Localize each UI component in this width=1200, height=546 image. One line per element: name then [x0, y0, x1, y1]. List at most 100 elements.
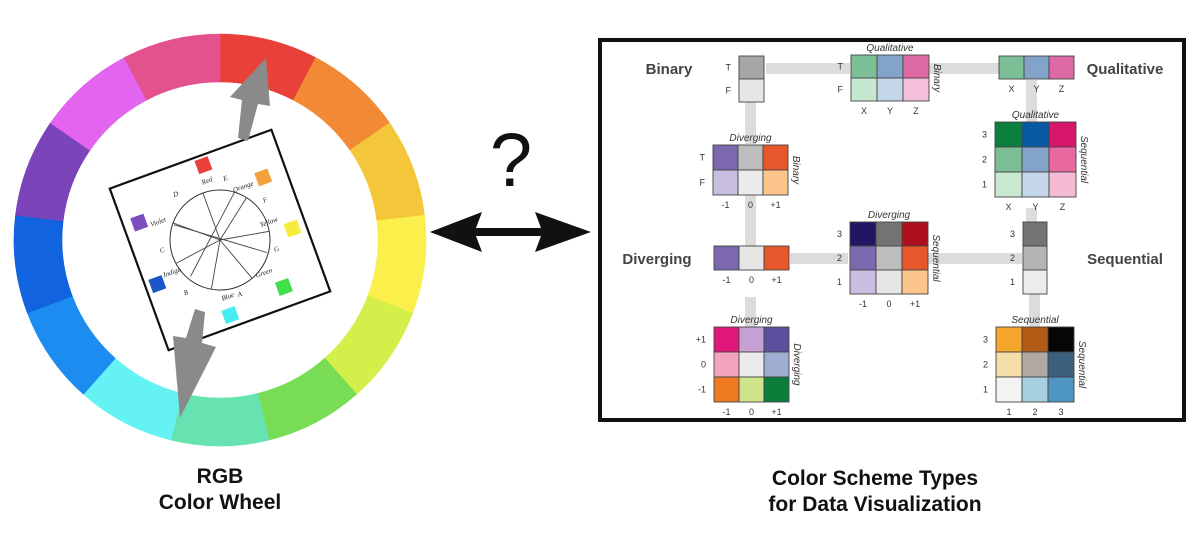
diverging-cell [713, 245, 740, 271]
qual_binary-cell [902, 77, 930, 102]
qual_binary-cell [902, 54, 930, 79]
connector [1026, 208, 1037, 222]
qual_sequential-cell [1048, 171, 1077, 198]
qual_sequential-col-label: Z [1060, 202, 1066, 212]
div_diverging-cell [738, 376, 765, 403]
div_sequential-cell [875, 221, 903, 247]
newton-spoke [202, 192, 221, 241]
wheel-arrows [173, 58, 270, 418]
div_diverging-col-label: +1 [771, 407, 781, 417]
div_sequential-side-label: Sequential [930, 234, 941, 282]
newton-spoke [175, 239, 221, 264]
div_diverging-cell [738, 351, 765, 378]
div_binary-cell [737, 144, 764, 171]
seq_sequential-row-label: 2 [983, 360, 988, 370]
sequential-cell [1022, 269, 1048, 295]
div_sequential-cell [875, 269, 903, 295]
qual_binary-cell [850, 77, 878, 102]
sequential-cell [1022, 245, 1048, 271]
right-caption-line1: Color Scheme Types [771, 467, 979, 490]
qual_sequential-cell [1021, 121, 1050, 148]
div_sequential-cell [849, 269, 877, 295]
binary-cell [738, 55, 765, 80]
qual_binary-cell [850, 54, 878, 79]
qual_binary-cell [876, 54, 904, 79]
binary-row-label: F [726, 86, 732, 96]
connector [1029, 294, 1040, 327]
connector [790, 253, 848, 264]
div_binary-col-label: 0 [748, 200, 753, 210]
qualitative-cell [1048, 55, 1075, 80]
div_binary-top-label: Diverging [729, 133, 772, 144]
qual_sequential-cell [1048, 121, 1077, 148]
seq_sequential-top-label: Sequential [1011, 315, 1059, 326]
newton-swatches [130, 156, 302, 324]
title-binary: Binary [646, 61, 693, 78]
qualitative-cell [998, 55, 1025, 80]
qual_sequential-col-label: X [1005, 202, 1011, 212]
div_sequential-top-label: Diverging [868, 210, 911, 221]
seq_sequential-cell [1021, 376, 1049, 403]
diverging-col-label: -1 [722, 275, 730, 285]
qualitative-col-label: Z [1059, 84, 1065, 94]
div_binary-side-label: Binary [790, 156, 801, 185]
seq_sequential-col-label: 1 [1006, 407, 1011, 417]
qual_sequential-cell [994, 171, 1023, 198]
newton-label: D [171, 190, 179, 200]
title-sequential: Sequential [1087, 251, 1163, 268]
qual_sequential-row-label: 1 [982, 180, 987, 190]
diverging-col-label: 0 [749, 275, 754, 285]
qual_sequential-cell [1048, 146, 1077, 173]
qual_sequential-top-label: Qualitative [1012, 110, 1060, 121]
question-mark: ? [490, 118, 532, 203]
seq_sequential-cell [995, 351, 1023, 378]
qual_sequential-cell [994, 121, 1023, 148]
binary-row-label: T [726, 63, 732, 73]
newton-label: Blue [220, 291, 235, 303]
newton-label: F [261, 195, 269, 205]
div_binary-col-label: +1 [770, 200, 780, 210]
qualitative-col-label: Y [1033, 84, 1039, 94]
newton-chord [173, 224, 268, 254]
newton-spoke [219, 197, 247, 241]
double-arrow-icon [430, 212, 591, 252]
qual_sequential-cell [994, 146, 1023, 173]
div_sequential-cell [849, 245, 877, 271]
newton-spoke [219, 230, 270, 241]
seq_sequential-cell [995, 376, 1023, 403]
newton-label: E [221, 174, 229, 184]
right-caption-line2: for Data Visualization [768, 493, 982, 517]
newton-color-diagram: Red OrangeYellowGreenBlueIndigoVioletDEFG… [108, 128, 332, 352]
div_binary-cell [712, 169, 739, 196]
left-caption-line2: Color Wheel [158, 491, 282, 515]
diverging-cell [738, 245, 765, 271]
connector [766, 63, 850, 74]
connector [745, 297, 756, 327]
seq_sequential-cell [1047, 376, 1075, 403]
binary-cell [738, 78, 765, 103]
seq_sequential-cell [1021, 326, 1049, 353]
div_diverging-row-label: +1 [696, 335, 706, 345]
seq_sequential-cell [1021, 351, 1049, 378]
div_diverging-cell [763, 376, 790, 403]
gray-arrow-up [230, 58, 270, 141]
left-caption-line1: RGB [196, 465, 244, 488]
seq_sequential-col-label: 2 [1032, 407, 1037, 417]
div_diverging-cell [763, 326, 790, 353]
newton-swatch [221, 306, 240, 324]
qual_sequential-col-label: Y [1032, 202, 1038, 212]
connector [928, 63, 1000, 74]
newton-circle [169, 189, 271, 291]
sequential-cell [1022, 221, 1048, 247]
div_binary-row-label: T [700, 153, 706, 163]
qual_sequential-side-label: Sequential [1078, 136, 1089, 184]
seq_sequential-cell [1047, 326, 1075, 353]
seq_sequential-row-label: 1 [983, 385, 988, 395]
div_diverging-cell [738, 326, 765, 353]
div_binary-cell [762, 144, 789, 171]
left-caption: RGB Color Wheel [120, 464, 320, 517]
newton-spokes [172, 191, 270, 290]
div_diverging-col-label: 0 [749, 407, 754, 417]
newton-swatch [254, 168, 273, 187]
